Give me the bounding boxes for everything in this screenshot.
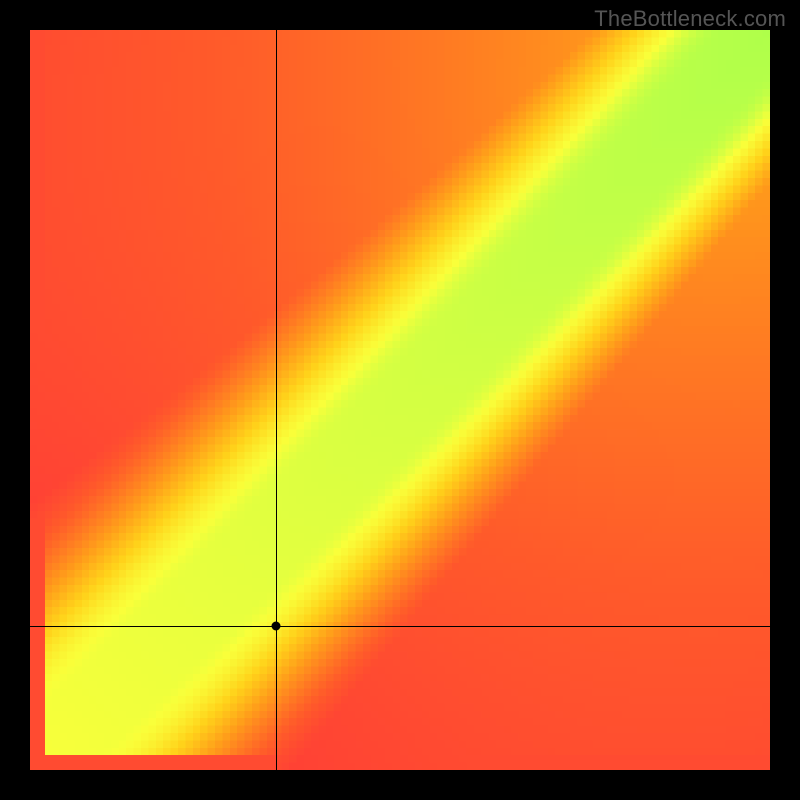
heatmap-plot — [30, 30, 770, 770]
crosshair-horizontal — [30, 626, 770, 627]
crosshair-marker-dot — [272, 621, 281, 630]
watermark-text: TheBottleneck.com — [594, 6, 786, 32]
chart-container: TheBottleneck.com — [0, 0, 800, 800]
crosshair-vertical — [276, 30, 277, 770]
